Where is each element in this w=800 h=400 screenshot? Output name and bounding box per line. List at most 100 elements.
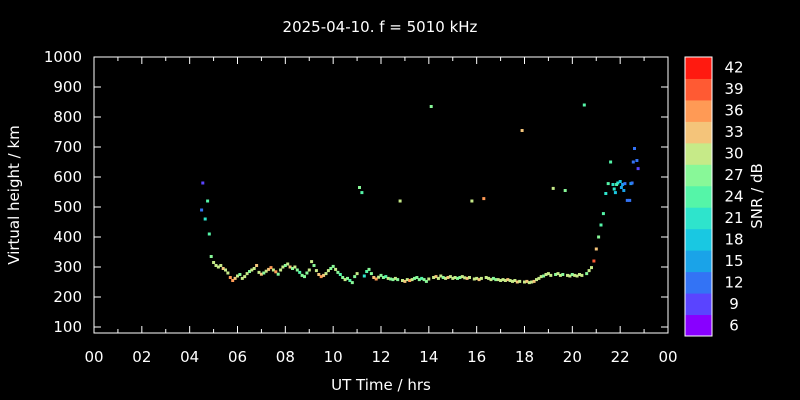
colorbar-tick-label: 30: [724, 145, 743, 163]
data-point: [511, 279, 514, 283]
data-point: [216, 265, 220, 269]
data-point: [338, 273, 342, 276]
colorbar-segment: [685, 78, 712, 101]
data-point: [575, 274, 579, 278]
data-point: [573, 273, 577, 277]
data-point: [293, 265, 297, 269]
data-point: [477, 278, 481, 282]
x-tick-label: 16: [467, 348, 486, 366]
y-tick-label: 500: [53, 198, 82, 216]
x-tick-label: 18: [515, 348, 534, 366]
y-tick-label: 600: [53, 168, 82, 186]
data-point: [491, 276, 495, 280]
data-point: [343, 278, 347, 282]
data-point: [206, 199, 210, 203]
data-point: [566, 273, 569, 277]
data-point: [429, 105, 433, 108]
data-point: [530, 280, 534, 284]
data-point: [305, 271, 309, 275]
data-point: [221, 267, 225, 270]
colorbar-tick-label: 12: [724, 273, 743, 291]
data-point: [279, 268, 283, 272]
data-point: [520, 129, 524, 132]
data-point: [267, 267, 271, 271]
data-point: [537, 276, 541, 280]
colorbar-tick-label: 36: [724, 102, 743, 120]
data-point: [346, 276, 349, 280]
data-point: [597, 235, 601, 239]
data-point: [628, 198, 632, 202]
colorbar-segment: [685, 121, 712, 144]
data-point: [358, 186, 361, 189]
data-point: [207, 232, 211, 236]
colorbar-segment: [685, 57, 712, 79]
colorbar-tick-label: 24: [724, 188, 743, 206]
data-point: [252, 267, 256, 270]
colorbar-segment: [685, 314, 712, 337]
data-point: [436, 276, 440, 280]
data-point: [544, 273, 548, 276]
data-point: [518, 279, 522, 283]
colorbar-segment: [685, 142, 712, 165]
data-point: [475, 276, 479, 280]
data-point: [245, 272, 249, 276]
data-point: [482, 197, 486, 201]
data-point: [350, 281, 354, 285]
data-point: [372, 276, 376, 279]
data-point: [214, 264, 218, 267]
data-point: [403, 279, 407, 283]
data-point: [472, 277, 476, 281]
data-point: [410, 278, 414, 282]
data-point: [515, 280, 519, 284]
data-point: [322, 273, 326, 277]
data-point: [585, 272, 589, 276]
data-point: [201, 181, 205, 185]
y-tick-label: 700: [53, 138, 82, 156]
data-point: [456, 276, 459, 280]
colorbar-tick-label: 42: [724, 59, 743, 77]
data-point: [609, 160, 613, 164]
data-point: [362, 274, 366, 278]
data-point: [348, 279, 352, 282]
data-point: [587, 269, 591, 273]
data-point: [494, 278, 498, 282]
data-point: [618, 180, 622, 183]
data-point: [401, 279, 404, 282]
data-point: [386, 276, 390, 280]
data-point: [582, 103, 586, 107]
colorbar: 6 9 12 15 18 21 24 27 30 33 36 39 42: [684, 56, 744, 337]
data-point: [619, 186, 623, 189]
data-point: [561, 273, 565, 276]
data-point: [393, 276, 397, 280]
data-point: [326, 269, 330, 273]
data-point: [594, 247, 598, 251]
y-tick-label: 400: [53, 228, 82, 246]
x-axis-label: UT Time / hrs: [331, 376, 431, 394]
x-tick-label: 20: [563, 348, 582, 366]
data-point: [484, 276, 488, 279]
data-point: [233, 276, 237, 280]
data-point: [331, 264, 335, 268]
data-point: [513, 279, 517, 282]
data-point: [355, 272, 359, 276]
data-point: [592, 259, 596, 263]
y-tick-label: 800: [53, 108, 82, 126]
data-point: [489, 278, 493, 282]
x-tick-label: 12: [371, 348, 390, 366]
x-tick-label: 08: [276, 348, 295, 366]
data-point: [257, 270, 261, 274]
colorbar-frame: [684, 56, 713, 337]
data-point: [391, 278, 395, 282]
data-point: [248, 270, 251, 273]
x-tick-label: 00: [658, 348, 677, 366]
colorbar-label: SNR / dB: [748, 163, 766, 229]
colorbar-tick-label: 6: [729, 316, 739, 334]
data-point: [616, 181, 620, 185]
data-point: [310, 260, 314, 264]
data-point: [286, 262, 290, 266]
data-point: [635, 159, 639, 162]
data-point: [384, 275, 388, 279]
data-point: [413, 276, 416, 280]
data-point: [276, 272, 280, 276]
data-point: [611, 183, 615, 186]
